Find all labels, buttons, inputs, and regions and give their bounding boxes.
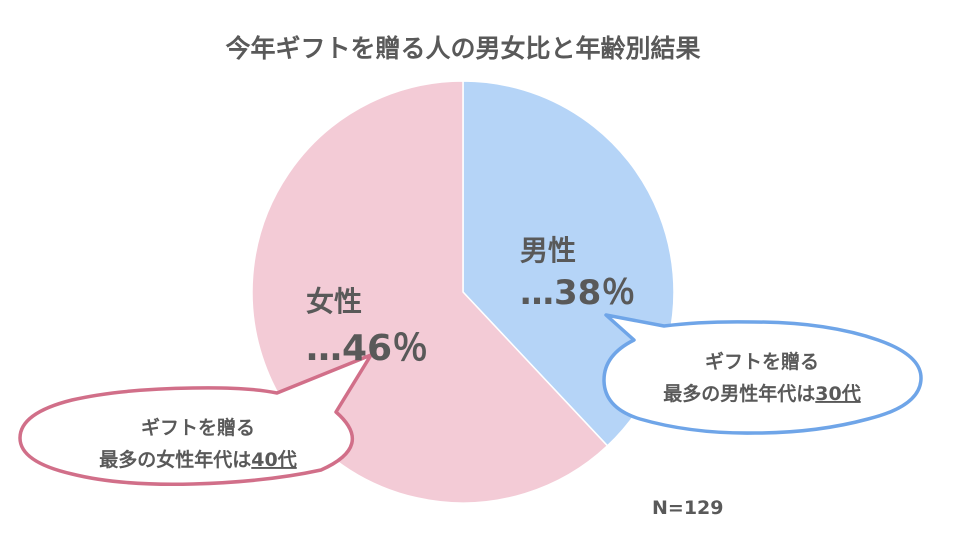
chart-title: 今年ギフトを贈る人の男女比と年齢別結果 [225, 34, 700, 63]
male-callout-bubble [602, 313, 923, 435]
male-callout-age: 30代 [815, 383, 860, 405]
female-callout-bubble [18, 353, 373, 487]
sample-size-note: N=129 [652, 497, 723, 519]
female-callout-line2: 最多の女性年代は40代 [99, 448, 296, 471]
female-label-name: 女性 [306, 285, 362, 318]
female-label-pct: …46％ [306, 328, 428, 369]
female-callout-line1: ギフトを贈る [141, 416, 255, 439]
female-callout-prefix: 最多の女性年代は [99, 448, 251, 471]
male-label-pct: …38％ [520, 273, 635, 313]
male-callout-prefix: 最多の男性年代は [663, 382, 815, 405]
male-callout-line2: 最多の男性年代は30代 [663, 382, 860, 405]
female-callout-age: 40代 [251, 449, 296, 471]
male-callout-line1: ギフトを贈る [705, 350, 819, 373]
male-label-name: 男性 [520, 234, 576, 267]
